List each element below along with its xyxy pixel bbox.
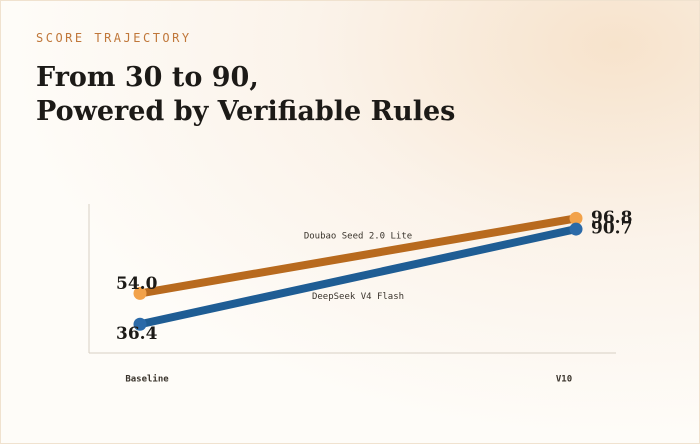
- series-name: Doubao Seed 2.0 Lite: [304, 231, 412, 241]
- x-tick-label: Baseline: [125, 374, 169, 385]
- series-name: DeepSeek V4 Flash: [312, 292, 404, 302]
- x-tick-label: V10: [556, 375, 572, 385]
- point: [133, 286, 147, 300]
- point: [569, 211, 583, 225]
- point: [569, 222, 583, 236]
- point: [133, 317, 147, 331]
- value-label: 90.7: [591, 219, 632, 239]
- title: From 30 to 90, Powered by Verifiable Rul…: [36, 61, 455, 129]
- eyebrow: SCORE TRAJECTORY: [36, 31, 192, 45]
- series-line: [136, 225, 580, 329]
- value-label: 96.8: [591, 208, 632, 228]
- value-label: 54.0: [116, 274, 158, 294]
- title-line: Powered by Verifiable Rules: [36, 96, 456, 127]
- series-line: [136, 214, 580, 298]
- title-line: From 30 to 90,: [36, 62, 259, 93]
- value-label: 36.4: [116, 324, 158, 344]
